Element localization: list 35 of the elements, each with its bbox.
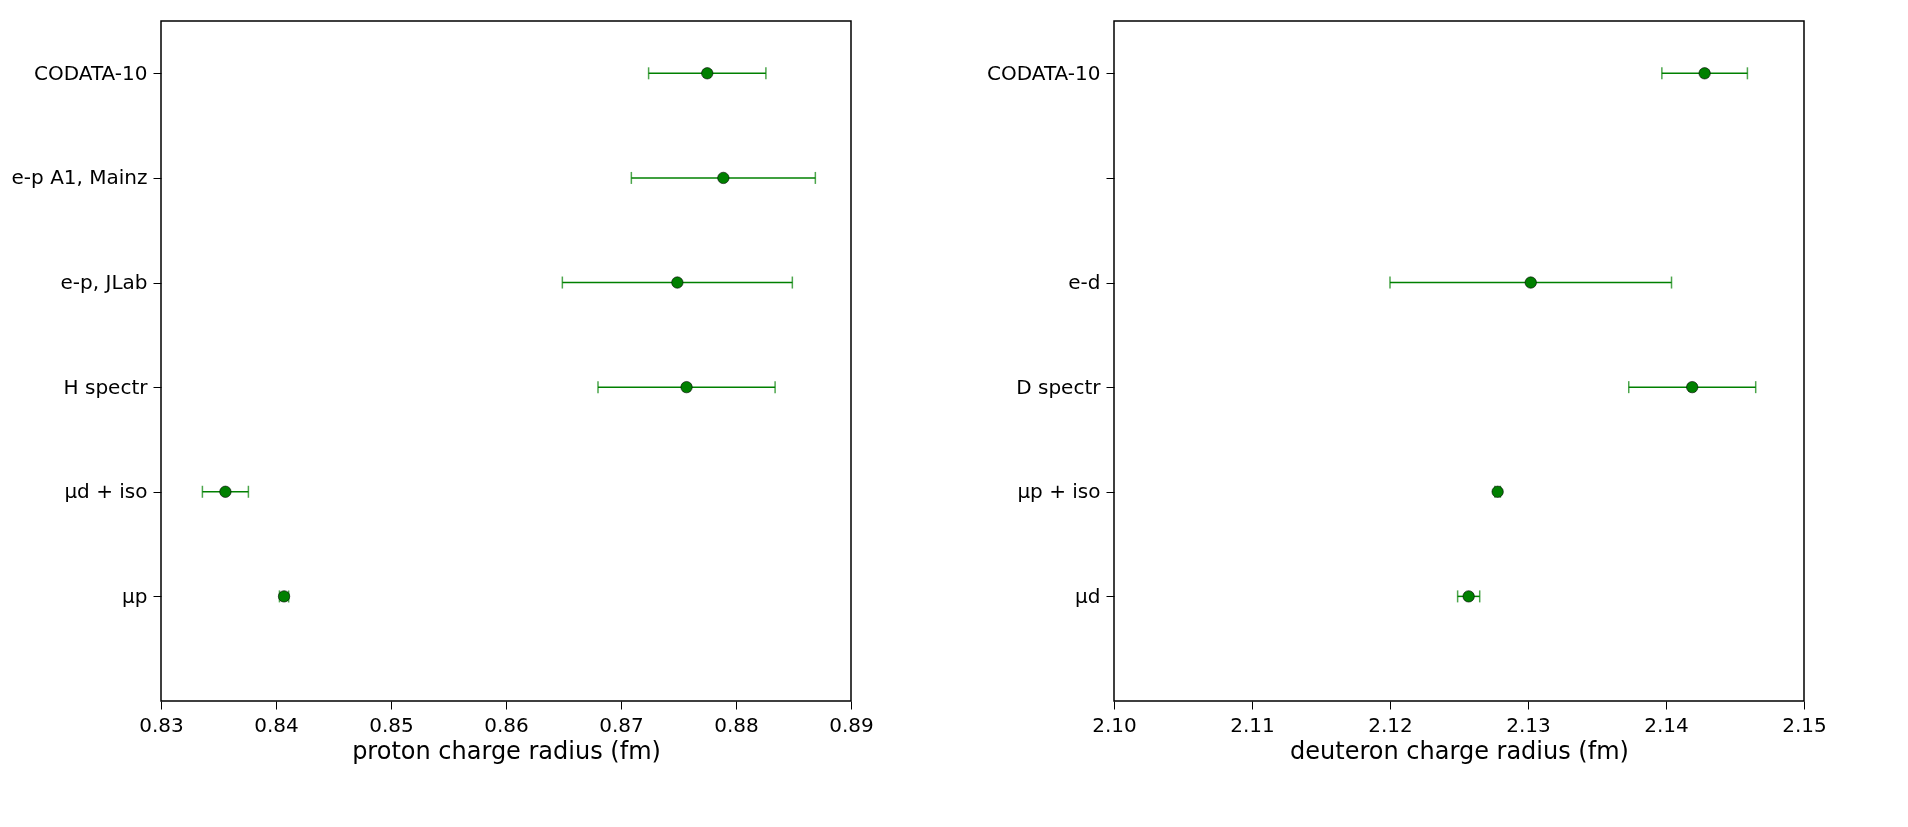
- y-tick-label: D spectr: [1016, 374, 1102, 399]
- y-tick-label: μp + iso: [1017, 479, 1101, 504]
- x-tick-label: 2.14: [1644, 712, 1689, 737]
- y-tick-label: CODATA-10: [987, 60, 1101, 85]
- x-tick-label: 2.11: [1230, 712, 1275, 737]
- point: [1462, 590, 1475, 603]
- y-tick-label: CODATA-10: [34, 60, 148, 85]
- point: [1686, 381, 1699, 394]
- x-tick-label: 0.87: [599, 712, 644, 737]
- x-tick-label: 2.15: [1782, 712, 1827, 737]
- x-tick-label: 0.86: [484, 712, 529, 737]
- point: [1524, 276, 1537, 289]
- y-tick-label: e-p, JLab: [60, 270, 148, 295]
- x-tick-label: 0.85: [369, 712, 414, 737]
- point: [219, 485, 232, 498]
- y-tick-label: μd + iso: [64, 479, 148, 504]
- x-tick-label: 0.83: [139, 712, 184, 737]
- point: [680, 381, 693, 394]
- x-axis-title: deuteron charge radius (fm): [1290, 736, 1629, 765]
- x-axis-title: proton charge radius (fm): [352, 736, 661, 765]
- x-tick-label: 2.12: [1368, 712, 1413, 737]
- x-tick-label: 2.10: [1092, 712, 1137, 737]
- y-tick-label: μd: [1075, 583, 1101, 608]
- x-tick-label: 0.84: [254, 712, 299, 737]
- x-tick-label: 2.13: [1506, 712, 1551, 737]
- point: [701, 67, 714, 80]
- y-tick-label: H spectr: [63, 374, 149, 399]
- point: [717, 171, 730, 184]
- y-tick-label: e-p A1, Mainz: [11, 165, 148, 190]
- x-tick-label: 0.88: [714, 712, 759, 737]
- y-tick-label: μp: [122, 583, 148, 608]
- y-tick-label: e-d: [1068, 270, 1101, 295]
- point: [1698, 67, 1711, 80]
- point: [671, 276, 684, 289]
- x-tick-label: 0.89: [829, 712, 874, 737]
